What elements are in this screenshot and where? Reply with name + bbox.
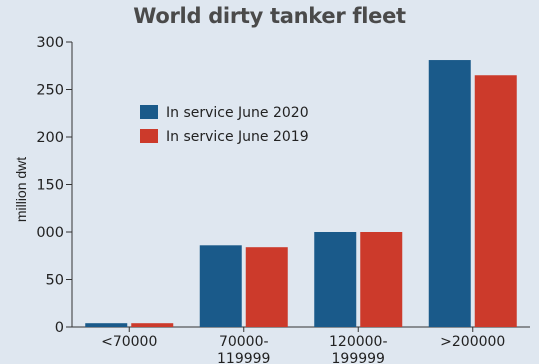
y-tick-label: 0 (55, 320, 64, 336)
bar (131, 323, 174, 327)
legend-swatch (140, 105, 158, 119)
bar (314, 232, 357, 327)
bar (428, 60, 471, 328)
bar (474, 75, 517, 327)
bar (85, 323, 128, 327)
x-tick-label: 199999 (332, 351, 385, 364)
y-axis-label: million dwt (13, 157, 29, 222)
x-tick-label: 119999 (217, 351, 270, 364)
legend-label: In service June 2020 (166, 105, 309, 121)
y-tick-label: 250 (36, 83, 64, 99)
bar (245, 247, 288, 327)
bar (199, 245, 242, 327)
y-tick-label: 300 (36, 35, 64, 51)
legend-label: In service June 2019 (166, 129, 309, 145)
y-tick-label: 000 (36, 225, 64, 241)
x-tick-label: >200000 (440, 334, 505, 350)
y-tick-label: 50 (46, 273, 64, 289)
x-tick-label: <70000 (101, 334, 157, 350)
x-tick-label: 70000- (219, 334, 269, 350)
x-tick-label: 120000- (329, 334, 388, 350)
y-tick-label: 150 (36, 178, 64, 194)
chart-title: World dirty tanker fleet (133, 4, 406, 28)
y-tick-label: 200 (36, 130, 64, 146)
bar (360, 232, 403, 327)
legend-swatch (140, 129, 158, 143)
